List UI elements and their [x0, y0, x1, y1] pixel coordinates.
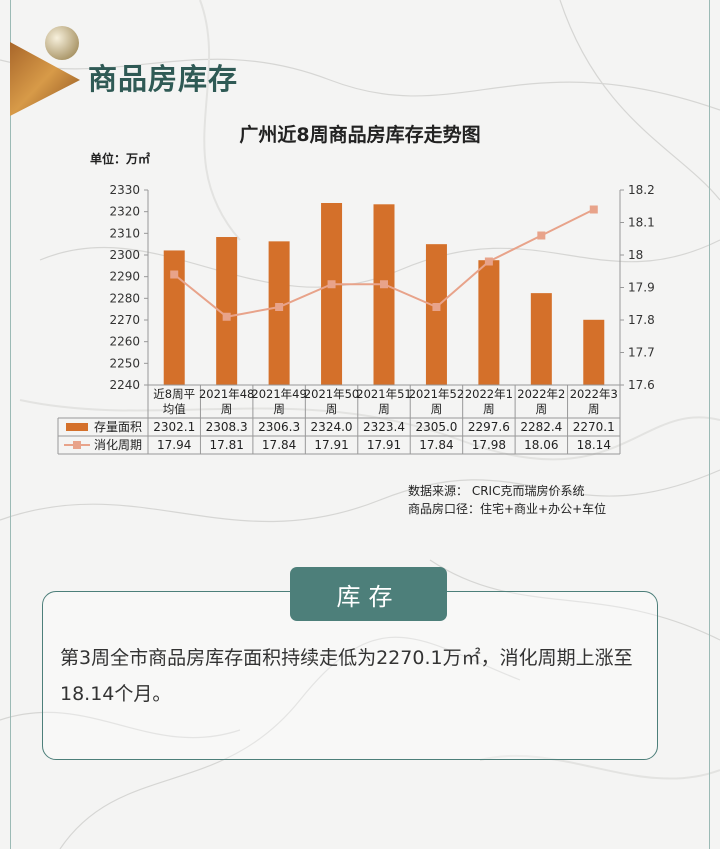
y-left-tick-label: 2260 [109, 335, 140, 349]
line-point [380, 280, 388, 289]
x-category-label: 周 [221, 402, 233, 416]
bar [373, 204, 395, 385]
x-category-label: 周 [326, 402, 338, 416]
bar [583, 319, 605, 385]
x-category-label: 2021年52 [409, 387, 464, 401]
table-value-bar: 2305.0 [415, 420, 457, 434]
x-category-label: 2021年50 [304, 387, 359, 401]
y-left-tick-label: 2300 [109, 248, 140, 262]
line-point [589, 205, 598, 214]
table-value-bar: 2323.4 [363, 420, 405, 434]
summary-tag: 库存 [290, 567, 447, 621]
table-value-line: 17.98 [472, 438, 506, 452]
x-category-label: 周 [273, 402, 285, 416]
source-note: 数据来源： CRIC克而瑞房价系统 商品房口径：住宅+商业+办公+车位 [408, 482, 606, 518]
y-left-tick-label: 2330 [109, 183, 140, 197]
bar [530, 293, 552, 385]
bar [216, 237, 238, 385]
table-value-bar: 2308.3 [206, 420, 248, 434]
x-category-label: 2022年2 [517, 387, 565, 401]
y-right-tick-label: 17.7 [628, 346, 655, 360]
x-category-label: 2021年51 [356, 387, 411, 401]
x-category-label: 近8周平 [153, 387, 195, 401]
line-point [222, 312, 231, 321]
line-point [275, 303, 284, 311]
y-right-tick-label: 18.2 [628, 183, 655, 197]
y-left-tick-label: 2320 [109, 205, 140, 219]
left-frame-line [10, 0, 11, 849]
right-frame-line [709, 0, 710, 849]
x-category-label: 周 [378, 402, 390, 416]
y-right-tick-label: 18.1 [628, 216, 655, 230]
x-category-label: 2022年1 [465, 387, 513, 401]
y-left-tick-label: 2250 [109, 356, 140, 370]
bar [425, 244, 447, 385]
y-left-tick-label: 2240 [109, 378, 140, 392]
table-value-line: 18.06 [524, 438, 558, 452]
table-value-line: 17.91 [367, 438, 401, 452]
y-right-tick-label: 17.9 [628, 281, 655, 295]
section-title: 商品房库存 [88, 62, 239, 96]
source-line-1: 数据来源： CRIC克而瑞房价系统 [408, 484, 585, 498]
table-value-line: 17.84 [419, 438, 453, 452]
y-right-tick-label: 17.6 [628, 378, 655, 392]
table-value-bar: 2324.0 [311, 420, 353, 434]
table-value-bar: 2306.3 [258, 420, 300, 434]
x-category-label: 2022年3 [570, 387, 618, 401]
table-value-bar: 2302.1 [153, 420, 195, 434]
table-value-bar: 2282.4 [520, 420, 562, 434]
section-header-icon [10, 26, 80, 116]
line-point [537, 231, 546, 240]
x-category-label: 2021年49 [251, 387, 306, 401]
source-line-2: 商品房口径：住宅+商业+办公+车位 [408, 502, 607, 516]
table-value-line: 17.81 [209, 438, 243, 452]
y-left-tick-label: 2310 [109, 226, 140, 240]
y-left-tick-label: 2280 [109, 291, 140, 305]
line-point [170, 270, 179, 279]
table-value-line: 17.94 [157, 438, 191, 452]
bar [268, 241, 290, 385]
table-value-bar: 2297.6 [468, 420, 510, 434]
table-value-bar: 2270.1 [573, 420, 615, 434]
chart-title: 广州近8周商品房库存走势图 [239, 124, 481, 146]
x-category-label: 周 [536, 402, 548, 416]
y-right-tick-label: 17.8 [628, 313, 655, 327]
table-value-line: 18.14 [577, 438, 611, 452]
x-category-label: 均值 [163, 402, 186, 416]
y-left-tick-label: 2290 [109, 270, 140, 284]
summary-text: 第3周全市商品房库存面积持续走低为2270.1万㎡，消化周期上涨至18.14个月… [60, 647, 633, 705]
legend-swatch-bar [66, 423, 88, 431]
unit-label: 单位：万㎡ [90, 152, 151, 166]
table-value-line: 17.91 [314, 438, 348, 452]
bar [321, 203, 343, 385]
inventory-chart: 2240 2250 2260 2270 2280 2290 2300 2310 2320 2330… [57, 183, 655, 455]
x-category-label: 周 [431, 402, 443, 416]
x-category-label: 周 [588, 402, 600, 416]
legend-swatch-marker [73, 441, 81, 449]
y-left-tick-label: 2270 [109, 313, 140, 327]
bar [163, 250, 185, 385]
legend-label-line: 消化周期 [94, 438, 142, 452]
x-category-label: 2021年48 [199, 387, 254, 401]
x-category-label: 周 [483, 402, 495, 416]
table-value-line: 17.84 [262, 438, 296, 452]
legend-label-bar: 存量面积 [94, 420, 142, 434]
bar [478, 260, 500, 385]
y-right-tick-label: 18 [628, 248, 643, 262]
line-point [484, 257, 493, 266]
line-point [432, 303, 441, 311]
line-point [327, 280, 336, 289]
